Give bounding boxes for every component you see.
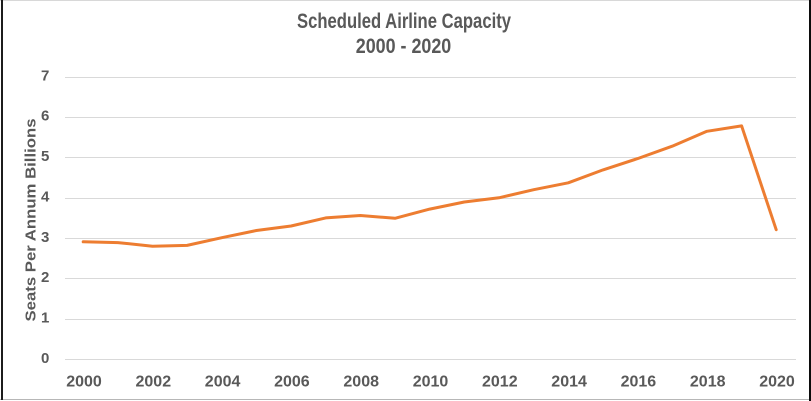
svg-text:Seats Per Annum Billions: Seats Per Annum Billions bbox=[23, 118, 39, 321]
svg-text:2004: 2004 bbox=[205, 373, 241, 390]
svg-text:1: 1 bbox=[41, 310, 49, 327]
svg-text:2006: 2006 bbox=[274, 373, 310, 390]
svg-text:2016: 2016 bbox=[621, 373, 657, 390]
svg-text:6: 6 bbox=[41, 108, 49, 125]
svg-text:4: 4 bbox=[41, 188, 50, 205]
svg-text:5: 5 bbox=[41, 148, 49, 165]
svg-text:2020: 2020 bbox=[759, 373, 795, 390]
svg-text:2000: 2000 bbox=[66, 373, 102, 390]
svg-text:3: 3 bbox=[41, 229, 49, 246]
svg-text:Scheduled Airline Capacity: Scheduled Airline Capacity bbox=[297, 10, 511, 33]
svg-text:2000 - 2020: 2000 - 2020 bbox=[356, 35, 452, 58]
svg-text:2010: 2010 bbox=[413, 373, 449, 390]
svg-text:2012: 2012 bbox=[482, 373, 518, 390]
svg-text:2002: 2002 bbox=[136, 373, 172, 390]
svg-text:2014: 2014 bbox=[551, 373, 587, 390]
svg-text:2008: 2008 bbox=[343, 373, 379, 390]
svg-text:2: 2 bbox=[41, 269, 49, 286]
svg-text:0: 0 bbox=[41, 350, 49, 367]
svg-text:2018: 2018 bbox=[690, 373, 726, 390]
svg-text:7: 7 bbox=[41, 67, 49, 84]
